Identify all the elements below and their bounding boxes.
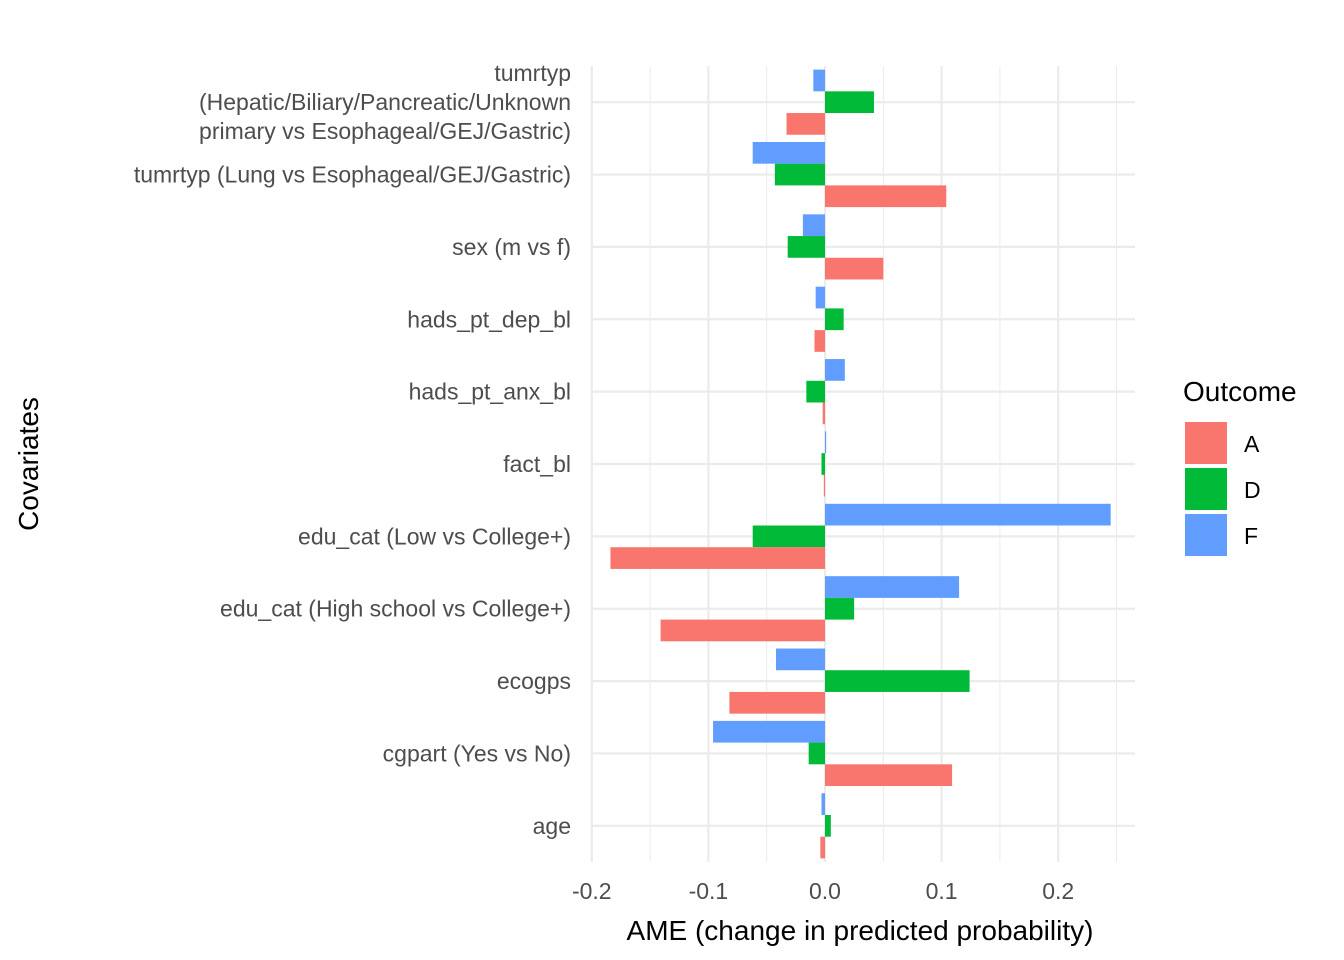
bar-d bbox=[825, 670, 970, 692]
legend-label: F bbox=[1244, 523, 1258, 549]
bar-d bbox=[808, 742, 825, 765]
y-axis-labels: tumrtyp (Hepatic/Biliary/Pancreatic/Unkno… bbox=[134, 60, 571, 839]
x-tick-label: 0.0 bbox=[809, 878, 841, 904]
bar-a bbox=[820, 836, 825, 859]
y-tick-label: cgpart (Yes vs No) bbox=[383, 740, 571, 766]
legend-title: Outcome bbox=[1183, 376, 1297, 407]
y-tick-label: tumrtyp bbox=[494, 60, 571, 86]
legend-label: A bbox=[1244, 431, 1260, 457]
bar-a bbox=[814, 330, 825, 352]
y-tick-label: edu_cat (High school vs College+) bbox=[220, 596, 571, 622]
bar-f bbox=[825, 359, 845, 381]
bar-d bbox=[806, 380, 825, 403]
bar-f bbox=[825, 576, 960, 598]
bar-a bbox=[825, 764, 953, 787]
bar-f bbox=[713, 720, 825, 743]
x-tick-label: 0.2 bbox=[1042, 878, 1074, 904]
y-tick-label: hads_pt_anx_bl bbox=[409, 379, 571, 405]
bar-a bbox=[823, 474, 825, 497]
x-tick-label: -0.2 bbox=[572, 878, 612, 904]
legend: Outcome ADF bbox=[1183, 376, 1297, 556]
bar-d bbox=[787, 236, 825, 258]
bar-a bbox=[610, 547, 825, 569]
grid-major bbox=[590, 66, 1135, 862]
bar-f bbox=[815, 286, 825, 309]
legend-key-f bbox=[1185, 514, 1227, 556]
legend-key-d bbox=[1185, 468, 1227, 510]
bar-a bbox=[729, 691, 825, 714]
y-tick-label: hads_pt_dep_bl bbox=[407, 306, 571, 332]
bar-a bbox=[660, 619, 825, 642]
x-tick-label: 0.1 bbox=[926, 878, 958, 904]
bar-f bbox=[821, 793, 825, 815]
y-tick-label: age bbox=[533, 813, 571, 839]
bar-a bbox=[825, 185, 947, 208]
x-axis-labels: -0.2 -0.1 0.0 0.1 0.2 bbox=[572, 878, 1074, 904]
y-tick-label: tumrtyp (Lung vs Esophageal/GEJ/Gastric) bbox=[134, 162, 571, 188]
y-tick-label: edu_cat (Low vs College+) bbox=[298, 523, 571, 549]
bar-f bbox=[813, 69, 825, 92]
bar-d bbox=[774, 163, 825, 186]
bar-f bbox=[825, 503, 1111, 526]
y-axis-title: Covariates bbox=[13, 397, 44, 531]
bar-f bbox=[752, 141, 825, 164]
bar-a bbox=[786, 113, 825, 135]
bars bbox=[610, 69, 1111, 859]
bar-f bbox=[802, 214, 825, 237]
y-tick-label: ecogps bbox=[497, 668, 571, 694]
bar-a bbox=[822, 402, 825, 425]
bar-d bbox=[752, 525, 825, 548]
x-tick-label: -0.1 bbox=[689, 878, 729, 904]
bar-a bbox=[825, 257, 884, 280]
legend-label: D bbox=[1244, 477, 1261, 503]
y-tick-label: (Hepatic/Biliary/Pancreatic/Unknown bbox=[199, 89, 571, 115]
bar-f bbox=[776, 648, 825, 671]
bar-f bbox=[825, 431, 827, 454]
x-axis-title: AME (change in predicted probability) bbox=[627, 915, 1094, 946]
y-tick-label: fact_bl bbox=[503, 451, 571, 477]
bar-d bbox=[825, 597, 855, 620]
bar-d bbox=[825, 91, 874, 114]
bar-d bbox=[825, 308, 844, 331]
legend-key-a bbox=[1185, 422, 1227, 464]
bar-d bbox=[821, 453, 825, 475]
y-tick-label: sex (m vs f) bbox=[452, 234, 571, 260]
y-tick-label: primary vs Esophageal/GEJ/Gastric) bbox=[199, 118, 571, 144]
bar-d bbox=[825, 814, 831, 837]
